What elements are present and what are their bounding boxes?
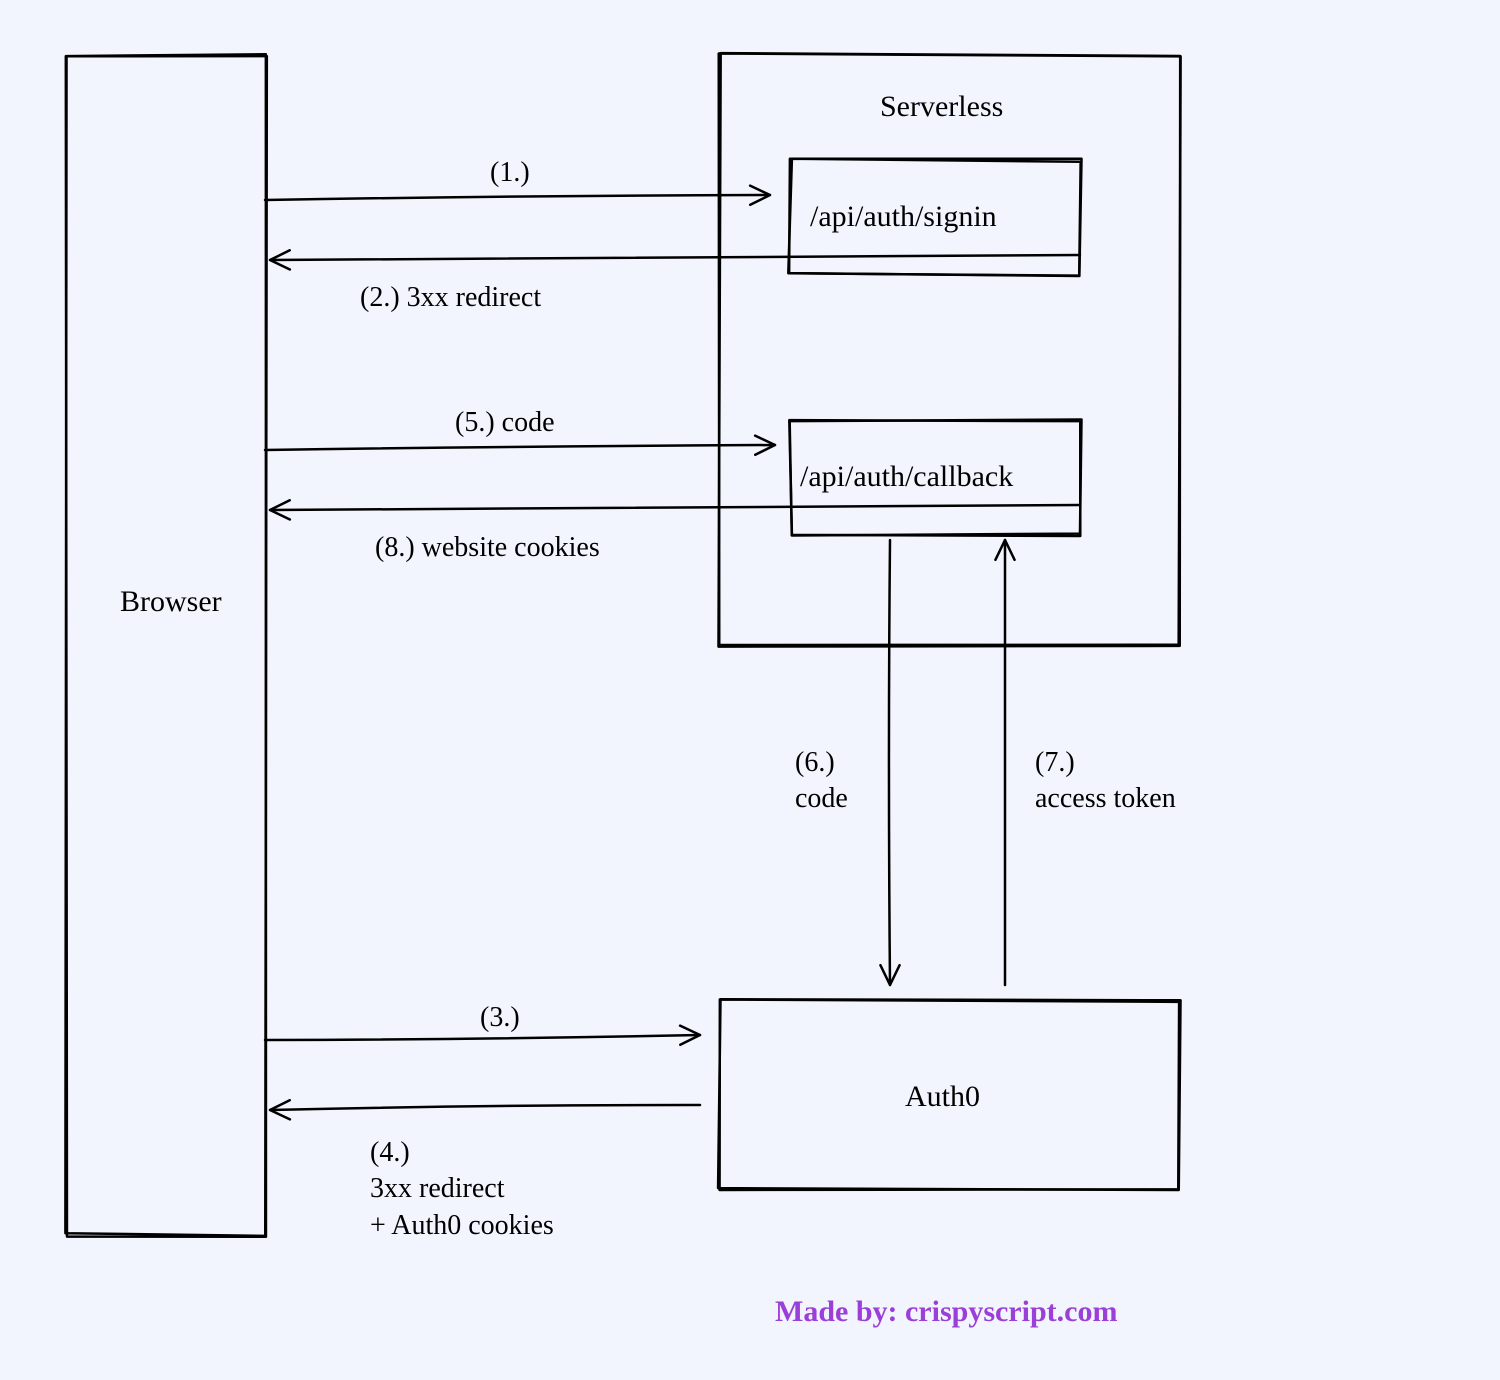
edge-e8 <box>270 500 1080 519</box>
edge-label-e4: (4.) 3xx redirect + Auth0 cookies <box>370 1135 554 1244</box>
edge-label-e6: (6.) code <box>795 745 848 818</box>
label-auth0: Auth0 <box>905 1080 980 1114</box>
diagram-canvas <box>0 0 1500 1380</box>
edge-label-e5: (5.) code <box>455 405 555 441</box>
label-serverless: Serverless <box>880 90 1003 124</box>
edge-label-e8: (8.) website cookies <box>375 530 600 566</box>
edge-e6 <box>880 540 899 985</box>
node-browser <box>65 54 266 1237</box>
edge-e4 <box>270 1100 700 1119</box>
edge-label-e7: (7.) access token <box>1035 745 1176 818</box>
credit-text: Made by: crispyscript.com <box>775 1295 1117 1329</box>
edge-e2 <box>270 250 1080 269</box>
edge-label-e1: (1.) <box>490 155 530 191</box>
edge-e7 <box>995 540 1014 985</box>
label-callback: /api/auth/callback <box>800 460 1013 494</box>
edge-label-e2: (2.) 3xx redirect <box>360 280 541 316</box>
label-signin: /api/auth/signin <box>810 200 997 234</box>
edge-label-e3: (3.) <box>480 1000 520 1036</box>
node-serverless <box>718 53 1180 646</box>
label-browser: Browser <box>120 585 222 619</box>
